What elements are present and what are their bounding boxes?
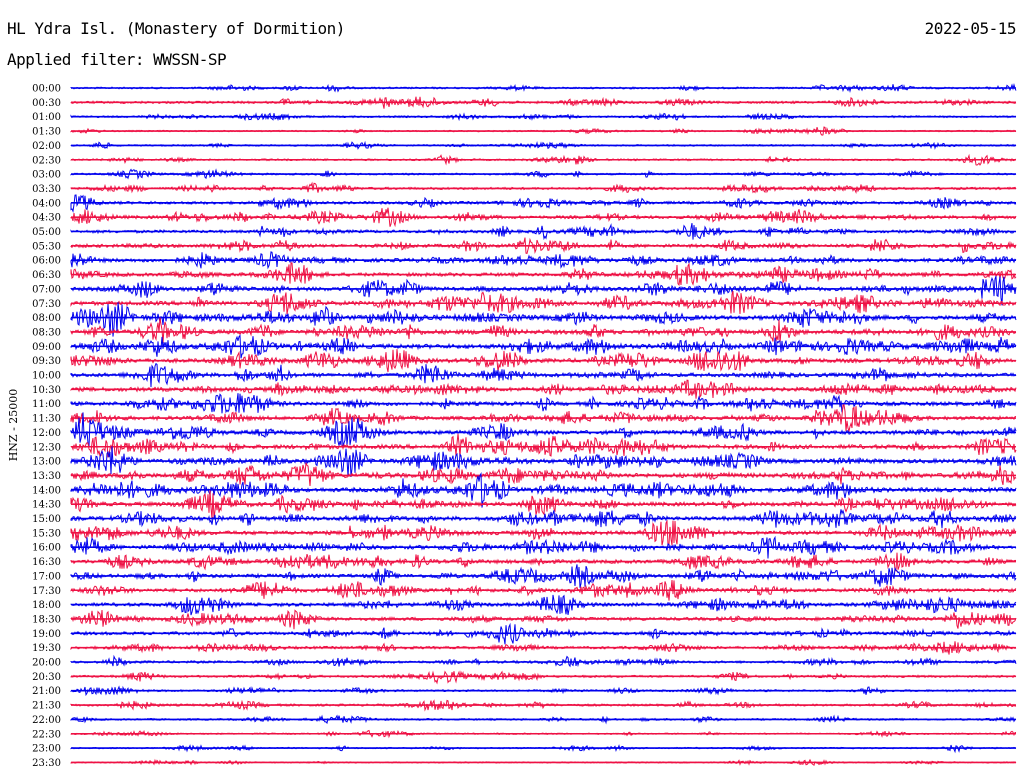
station-title: HL Ydra Isl. (Monastery of Dormition) [7, 19, 345, 38]
trace-line [70, 622, 1017, 645]
row-time-label: 17:00 [32, 571, 61, 582]
row-time-label: 13:30 [32, 471, 61, 482]
trace-line [70, 535, 1017, 559]
row-time-label: 13:00 [32, 457, 61, 468]
row-time-label: 10:30 [32, 385, 61, 396]
row-time-label: 12:00 [32, 428, 61, 439]
row-time-label: 11:00 [32, 399, 61, 410]
row-time-label: 04:30 [32, 213, 61, 224]
trace-line [70, 609, 1017, 630]
trace-line [70, 490, 1017, 520]
row-time-label: 05:30 [32, 241, 61, 252]
trace-line [70, 379, 1017, 399]
row-time-label: 18:00 [32, 600, 61, 611]
row-time-label: 02:00 [32, 141, 61, 152]
trace-line [70, 462, 1017, 486]
row-time-label: 15:30 [32, 528, 61, 539]
row-time-label: 06:30 [32, 270, 61, 281]
row-time-label: 03:00 [32, 170, 61, 181]
row-time-label: 01:30 [32, 127, 61, 138]
row-time-label: 04:00 [32, 198, 61, 209]
row-time-label: 11:30 [32, 414, 61, 425]
row-time-label: 17:30 [32, 586, 61, 597]
row-time-label: 22:00 [32, 715, 61, 726]
row-time-label: 08:00 [32, 313, 61, 324]
row-time-label: 02:30 [32, 155, 61, 166]
trace-line [70, 433, 1017, 458]
row-time-label: 19:00 [32, 629, 61, 640]
trace-line [70, 334, 1017, 359]
row-time-label: 21:00 [32, 686, 61, 697]
row-time-label: 23:30 [32, 758, 61, 769]
trace-line [70, 302, 1017, 337]
row-time-label: 03:30 [32, 184, 61, 195]
date-label: 2022-05-15 [924, 19, 1017, 38]
row-time-label: 09:30 [32, 356, 61, 367]
row-time-label: 21:30 [32, 701, 61, 712]
row-time-label: 00:30 [32, 98, 61, 109]
row-time-label: 09:00 [32, 342, 61, 353]
trace-line [70, 317, 1017, 344]
row-time-label: 08:30 [32, 327, 61, 338]
trace-line [70, 290, 1017, 315]
row-time-label: 14:30 [32, 500, 61, 511]
row-time-label: 22:30 [32, 729, 61, 740]
row-time-label: 20:30 [32, 672, 61, 683]
row-time-label: 07:30 [32, 299, 61, 310]
row-time-label: 12:30 [32, 442, 61, 453]
channel-label: HNZ - 25000 [7, 389, 20, 462]
row-time-label: 16:00 [32, 543, 61, 554]
row-time-label: 05:00 [32, 227, 61, 238]
row-time-label: 19:30 [32, 643, 61, 654]
row-time-label: 18:30 [32, 614, 61, 625]
row-time-label: 15:00 [32, 514, 61, 525]
row-time-label: 16:30 [32, 557, 61, 568]
row-time-label: 01:00 [32, 112, 61, 123]
row-time-label: 23:00 [32, 744, 61, 755]
filter-label: Applied filter: WWSSN-SP [7, 50, 227, 69]
row-time-label: 00:00 [32, 84, 61, 95]
trace-line [70, 641, 1017, 655]
row-time-label: 14:00 [32, 485, 61, 496]
row-time-label: 10:00 [32, 371, 61, 382]
row-time-label: 20:00 [32, 658, 61, 669]
row-time-label: 07:00 [32, 284, 61, 295]
row-time-label: 06:00 [32, 256, 61, 267]
